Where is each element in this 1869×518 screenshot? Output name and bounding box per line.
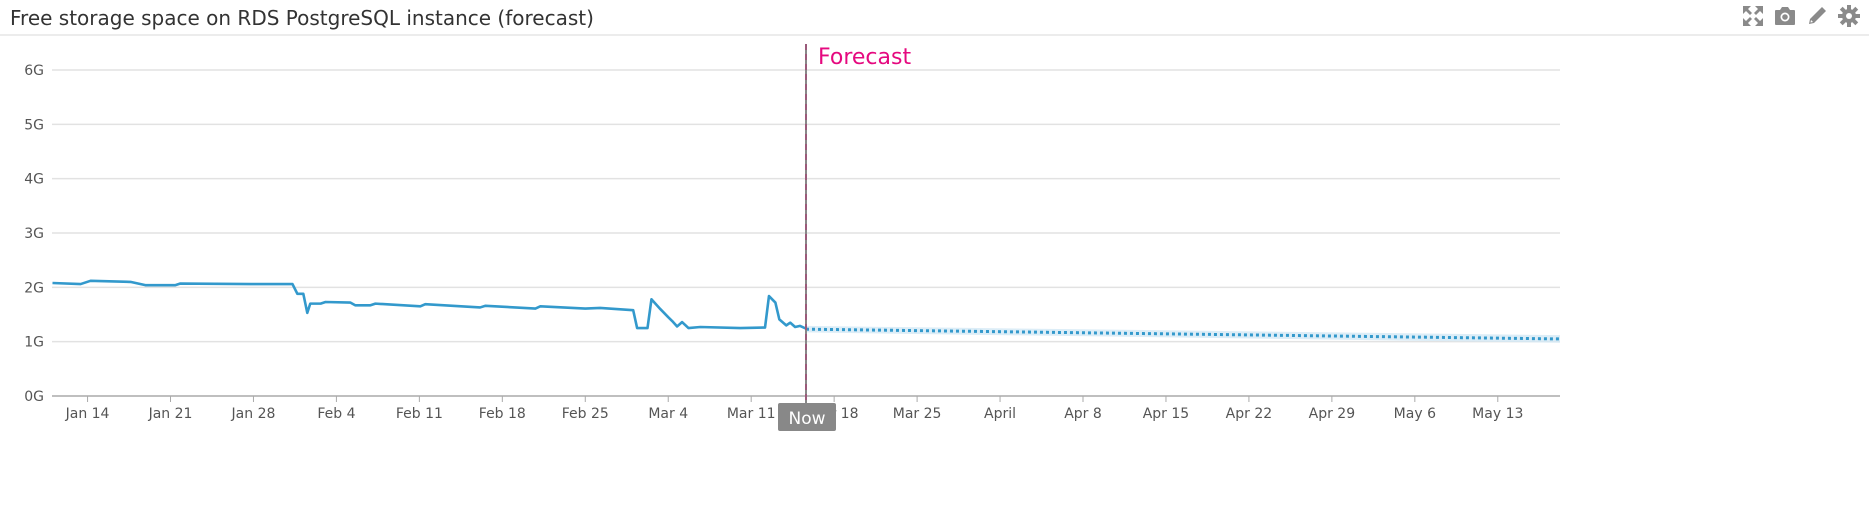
x-tick-label: May 6 xyxy=(1394,406,1436,422)
now-badge xyxy=(778,403,836,431)
chart-title: Free storage space on RDS PostgreSQL ins… xyxy=(10,6,594,30)
x-tick-label: Jan 14 xyxy=(65,406,110,422)
x-tick-label: Apr 29 xyxy=(1309,406,1355,422)
forecast-label: Forecast xyxy=(818,45,911,70)
gear-icon[interactable] xyxy=(1837,4,1861,28)
y-tick-label: 0G xyxy=(24,389,44,405)
series-layer xyxy=(52,279,1561,343)
forecast-confidence-band xyxy=(806,325,1560,343)
now-badge-label: Now xyxy=(788,409,825,429)
x-tick-label: May 13 xyxy=(1472,406,1523,422)
x-tick-label: Feb 25 xyxy=(562,406,609,422)
x-tick-label: Mar 25 xyxy=(893,406,942,422)
pencil-icon[interactable] xyxy=(1805,4,1829,28)
x-tick-label: Apr 22 xyxy=(1226,406,1272,422)
x-tick-label: April xyxy=(984,406,1016,422)
y-axis: 0G 1G 2G 3G 4G 5G 6G xyxy=(24,63,44,405)
x-tick-label: Jan 21 xyxy=(148,406,193,422)
x-tick-label: Mar 11 xyxy=(727,406,776,422)
y-tick-label: 4G xyxy=(24,172,44,188)
historical-line xyxy=(52,279,807,330)
expand-icon[interactable] xyxy=(1741,4,1765,28)
x-tick-label: Apr 8 xyxy=(1064,406,1102,422)
x-tick-label: Jan 28 xyxy=(231,406,276,422)
x-axis: Jan 14 Jan 21 Jan 28 Feb 4 Feb 11 Feb 18 Feb 2… xyxy=(52,395,1560,422)
y-tick-label: 6G xyxy=(24,63,44,79)
x-tick-label: Feb 18 xyxy=(479,406,526,422)
now-marker: Forecast Now xyxy=(778,44,911,431)
y-tick-label: 5G xyxy=(24,117,44,133)
y-tick-label: 1G xyxy=(24,335,44,351)
x-tick-label: Feb 11 xyxy=(396,406,443,422)
x-tick-label: Mar 4 xyxy=(648,406,688,422)
x-tick-label: Feb 4 xyxy=(317,406,355,422)
camera-icon[interactable] xyxy=(1773,4,1797,28)
y-tick-label: 3G xyxy=(24,226,44,242)
y-tick-label: 2G xyxy=(24,280,44,296)
header-divider xyxy=(0,34,1869,36)
widget-toolbar xyxy=(1741,4,1861,28)
x-tick-label: Apr 15 xyxy=(1143,406,1189,422)
